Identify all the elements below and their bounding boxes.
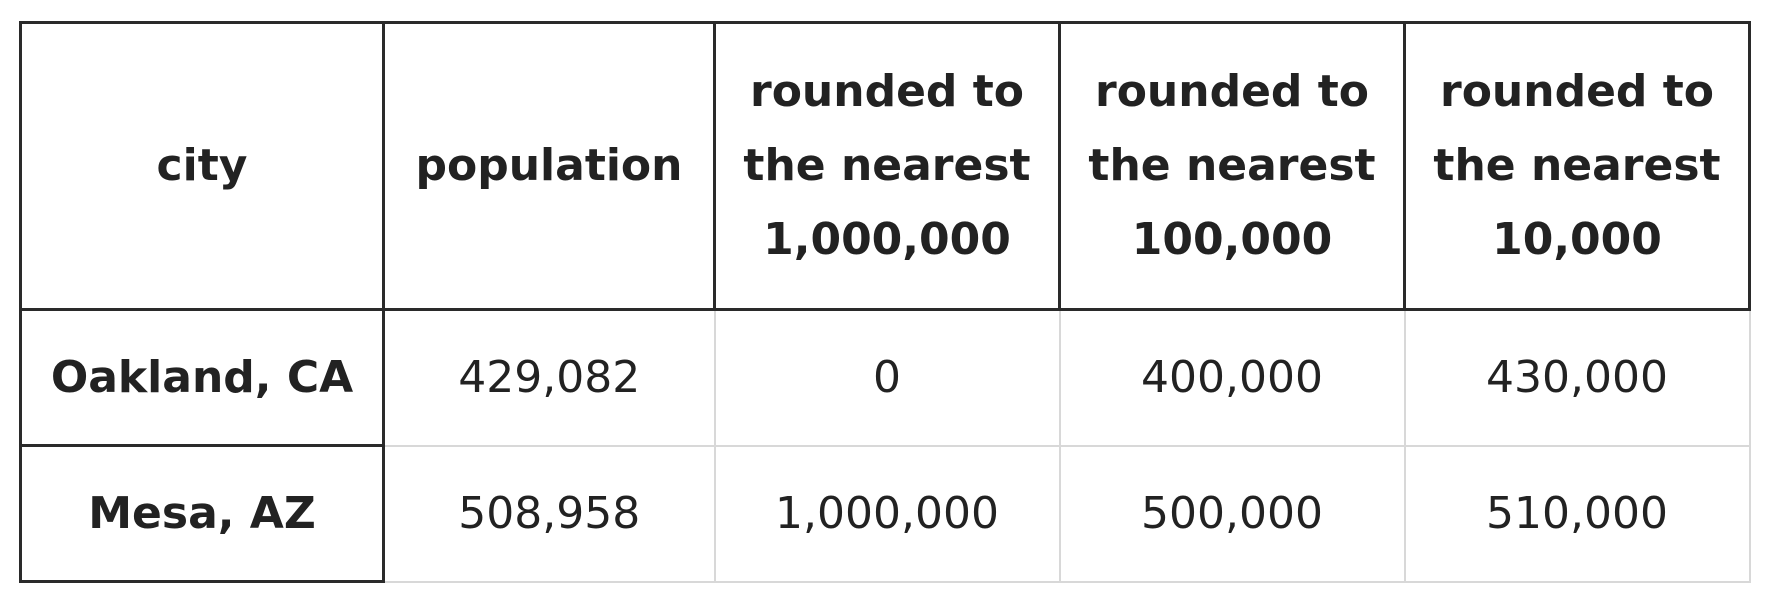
table-row: Oakland, CA 429,082 0 400,000 430,000 bbox=[19, 308, 1751, 447]
cell-population: 508,958 bbox=[382, 444, 716, 583]
header-rounded-10000: rounded to the nearest 10,000 bbox=[1403, 21, 1751, 311]
header-population: population bbox=[382, 21, 716, 311]
rounding-table: city population rounded to the nearest 1… bbox=[19, 21, 1751, 583]
cell-rounded-1000000: 0 bbox=[713, 308, 1061, 447]
header-rounded-100000: rounded to the nearest 100,000 bbox=[1058, 21, 1406, 311]
header-row: city population rounded to the nearest 1… bbox=[19, 21, 1751, 311]
cell-rounded-10000: 430,000 bbox=[1403, 308, 1751, 447]
row-city: Mesa, AZ bbox=[19, 444, 385, 583]
cell-population: 429,082 bbox=[382, 308, 716, 447]
cell-rounded-100000: 400,000 bbox=[1058, 308, 1406, 447]
cell-rounded-100000: 500,000 bbox=[1058, 444, 1406, 583]
row-city: Oakland, CA bbox=[19, 308, 385, 447]
cell-rounded-10000: 510,000 bbox=[1403, 444, 1751, 583]
header-city: city bbox=[19, 21, 385, 311]
table-row: Mesa, AZ 508,958 1,000,000 500,000 510,0… bbox=[19, 444, 1751, 583]
cell-rounded-1000000: 1,000,000 bbox=[713, 444, 1061, 583]
header-rounded-1000000: rounded to the nearest 1,000,000 bbox=[713, 21, 1061, 311]
